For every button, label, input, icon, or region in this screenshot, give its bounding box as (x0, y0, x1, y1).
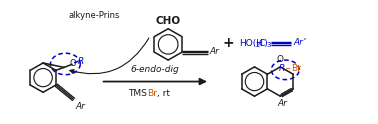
Text: Ar: Ar (76, 102, 86, 111)
Text: C): C) (259, 39, 269, 48)
Text: 6-endo-dig: 6-endo-dig (131, 65, 180, 74)
Text: Ar: Ar (277, 99, 287, 108)
Text: , rt: , rt (157, 89, 170, 98)
Text: Br: Br (147, 89, 157, 98)
Text: O: O (277, 55, 284, 64)
Text: CHO: CHO (156, 16, 181, 26)
Text: R: R (77, 57, 84, 66)
Text: alkyne-Prins: alkyne-Prins (68, 11, 119, 20)
Text: +: + (223, 36, 234, 50)
Text: Ar: Ar (210, 47, 220, 56)
Text: TMS: TMS (129, 89, 147, 98)
Text: Br: Br (291, 64, 301, 73)
Text: O: O (70, 59, 76, 68)
Text: 3: 3 (266, 42, 270, 48)
Text: 2: 2 (256, 42, 260, 48)
Text: HO(H: HO(H (239, 39, 263, 48)
Text: Ar’: Ar’ (293, 38, 306, 47)
Text: –: – (286, 64, 291, 73)
Text: R: R (279, 64, 285, 73)
